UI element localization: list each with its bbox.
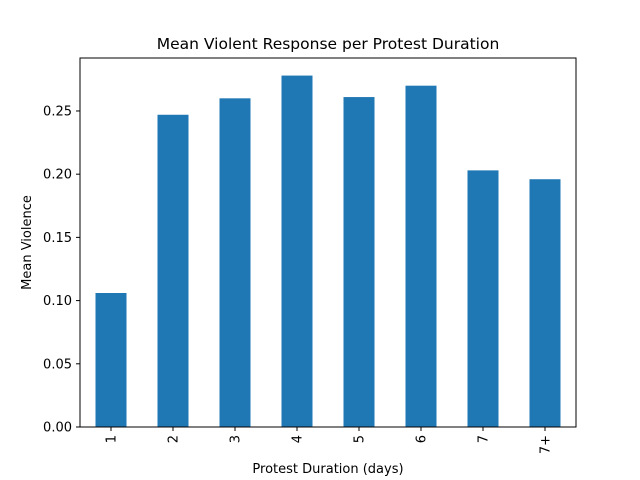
x-tick-label: 6 [415, 435, 430, 443]
plot-frame [79, 57, 577, 428]
y-axis-label: Mean Violence [20, 195, 35, 290]
y-tick-label: 0.20 [43, 168, 72, 183]
x-tick-label: 7 [477, 435, 492, 443]
x-axis-label: Protest Duration (days) [252, 462, 403, 477]
bar-2 [157, 114, 189, 427]
x-tick-label: 4 [291, 435, 306, 443]
y-tick-label: 0.00 [43, 421, 72, 436]
x-tick-label: 5 [353, 435, 368, 443]
y-tick-label: 0.25 [43, 104, 72, 119]
bar-7+ [529, 179, 561, 427]
bar-1 [95, 293, 127, 427]
x-axis: 1 2 3 4 5 6 7 7+ [105, 427, 554, 454]
bar-4 [281, 75, 313, 428]
x-tick-label: 7+ [539, 435, 554, 454]
bar-6 [405, 85, 437, 427]
y-tick-label: 0.05 [43, 357, 72, 372]
y-tick-label: 0.10 [43, 294, 72, 309]
x-tick-label: 1 [105, 435, 120, 443]
y-axis: 0.00 0.05 0.10 0.15 0.20 0.25 [43, 104, 80, 436]
x-tick-label: 2 [167, 435, 182, 443]
y-tick-label: 0.15 [43, 231, 72, 246]
x-tick-label: 3 [229, 435, 244, 443]
bars-layer [95, 75, 561, 428]
chart-title: Mean Violent Response per Protest Durati… [157, 35, 500, 53]
bar-7 [467, 170, 499, 428]
bar-3 [219, 98, 251, 427]
bar-5 [343, 97, 375, 427]
